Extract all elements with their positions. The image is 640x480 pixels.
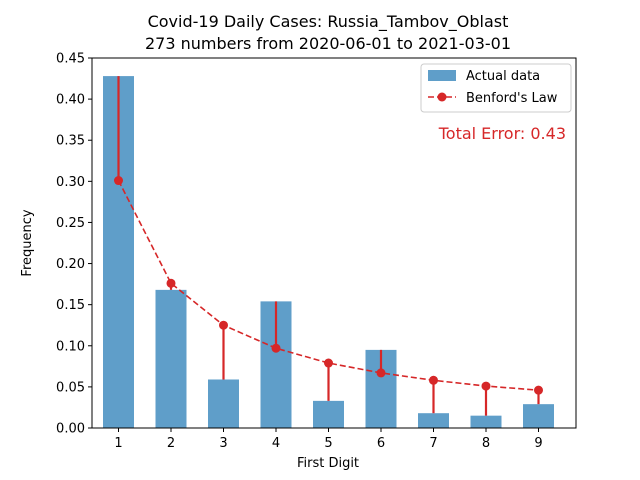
total-error-annotation: Total Error: 0.43 <box>438 124 566 143</box>
benford-point-9 <box>534 385 543 395</box>
legend-swatch-actual <box>428 70 456 81</box>
chart-title-line2: 273 numbers from 2020-06-01 to 2021-03-0… <box>145 34 511 53</box>
x-tick-label: 9 <box>534 436 542 451</box>
y-axis-label: Frequency <box>20 209 35 276</box>
bar-digit-7 <box>418 413 449 428</box>
legend-box <box>420 63 572 113</box>
y-tick-label: 0.25 <box>56 216 85 231</box>
legend-swatch-benford-marker <box>437 92 447 102</box>
y-axis-ticks: 0.00 0.05 0.10 0.15 0.20 0.25 0.30 0.35 0.40 0.45 <box>56 52 92 437</box>
benford-line <box>117 180 539 391</box>
legend-label-benford: Benford's Law <box>466 91 558 106</box>
benford-point-6 <box>376 368 386 378</box>
x-tick-label: 6 <box>377 436 385 451</box>
x-tick-label: 4 <box>272 436 280 451</box>
benford-point-7 <box>429 375 438 385</box>
y-tick-label: 0.40 <box>56 93 85 108</box>
benford-point-8 <box>481 381 491 391</box>
axes-frame <box>91 57 577 429</box>
legend: Actual data Benford's Law <box>420 63 572 113</box>
bar-series-actual <box>103 76 554 428</box>
x-tick-label: 8 <box>482 436 490 451</box>
y-tick-label: 0.35 <box>56 134 85 149</box>
bar-digit-3 <box>208 379 239 428</box>
benford-markers <box>114 176 543 395</box>
x-axis-label: First Digit <box>297 456 359 471</box>
bar-digit-8 <box>470 415 502 428</box>
x-tick-label: 1 <box>114 436 122 451</box>
x-axis-ticks: 1 2 3 4 5 6 7 8 9 <box>114 428 543 451</box>
benford-point-2 <box>166 278 176 288</box>
benford-point-3 <box>219 320 228 330</box>
bar-digit-9 <box>523 404 554 428</box>
chart-title-line1: Covid-19 Daily Cases: Russia_Tambov_Obla… <box>148 12 509 32</box>
benford-point-1 <box>114 176 123 186</box>
legend-label-actual: Actual data <box>466 69 540 84</box>
x-tick-label: 5 <box>324 436 332 451</box>
plot-area <box>103 76 554 428</box>
y-tick-label: 0.05 <box>56 380 85 395</box>
y-tick-label: 0.20 <box>56 257 85 272</box>
deviation-stems <box>117 76 540 416</box>
x-tick-label: 7 <box>429 436 437 451</box>
y-tick-label: 0.45 <box>56 52 85 67</box>
benford-point-5 <box>324 358 333 368</box>
benford-point-4 <box>271 343 281 353</box>
y-tick-label: 0.10 <box>56 339 85 354</box>
bar-digit-5 <box>313 400 344 428</box>
x-tick-label: 2 <box>167 436 175 451</box>
y-tick-label: 0.15 <box>56 298 85 313</box>
y-tick-label: 0.30 <box>56 175 85 190</box>
bar-digit-2 <box>155 289 187 428</box>
x-tick-label: 3 <box>219 436 227 451</box>
y-tick-label: 0.00 <box>56 422 85 437</box>
